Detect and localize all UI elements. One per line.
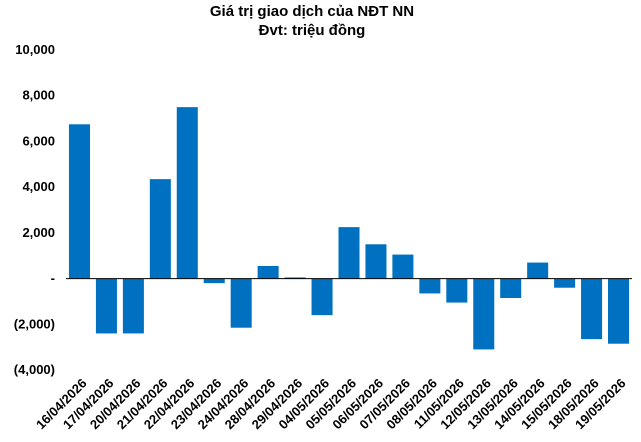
y-tick-label: (4,000) <box>14 362 55 377</box>
bar <box>149 179 171 279</box>
bar <box>554 278 576 288</box>
bar <box>419 278 441 294</box>
y-tick-label: 2,000 <box>22 225 55 240</box>
bar <box>95 278 117 334</box>
bar <box>500 278 522 298</box>
y-tick-label: 10,000 <box>15 42 55 57</box>
bar <box>284 277 306 279</box>
bar <box>365 244 387 279</box>
y-tick-label: 6,000 <box>22 133 55 148</box>
x-axis: 16/04/202617/04/202620/04/202621/04/2026… <box>33 376 629 433</box>
bar <box>581 278 603 340</box>
y-tick-label: (2,000) <box>14 316 55 331</box>
y-tick-label: 4,000 <box>22 179 55 194</box>
bar <box>122 278 144 334</box>
bars <box>68 107 630 350</box>
bar <box>311 278 333 316</box>
bar <box>176 107 198 279</box>
bar <box>446 278 468 303</box>
bar <box>473 278 495 350</box>
bar <box>257 266 279 279</box>
y-tick-label: 8,000 <box>22 88 55 103</box>
bar <box>203 278 225 284</box>
chart-subtitle: Đvt: triệu đồng <box>259 22 366 39</box>
bar <box>608 278 630 344</box>
bar <box>68 124 90 279</box>
bar <box>527 262 549 279</box>
y-axis: 10,000 8,000 6,000 4,000 2,000 - (2,000) (4,000… <box>14 42 55 377</box>
bar <box>338 227 360 279</box>
bar <box>392 254 414 279</box>
chart-title: Giá trị giao dịch của NĐT NN <box>210 3 414 20</box>
y-tick-label: - <box>51 271 55 286</box>
bar <box>230 278 252 328</box>
